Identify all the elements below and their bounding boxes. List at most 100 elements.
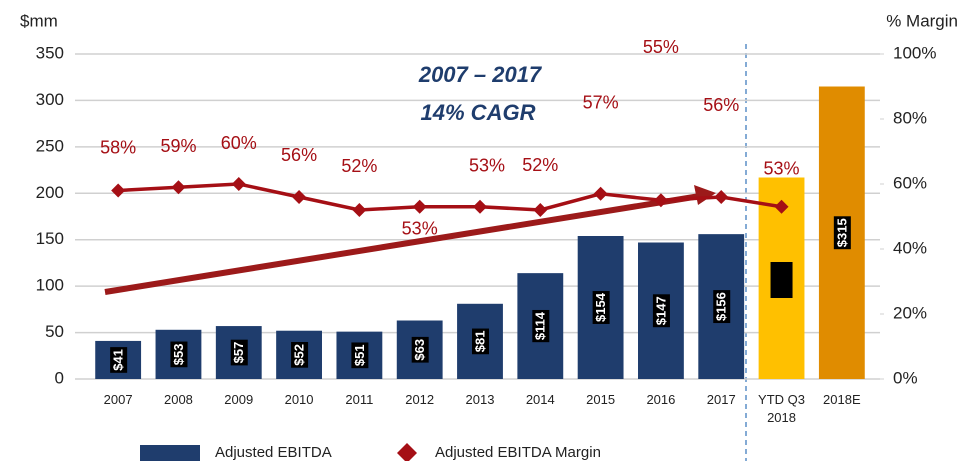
value-label: $53 bbox=[170, 341, 188, 368]
y2-tick-label: 40% bbox=[893, 238, 927, 257]
trend-arrowhead bbox=[694, 185, 716, 205]
value-label: $114 bbox=[532, 309, 550, 343]
value-label: $41 bbox=[110, 347, 128, 373]
annotation: 2007 – 2017 bbox=[418, 62, 543, 87]
y2-tick-label: 60% bbox=[893, 173, 927, 192]
x-tick-label: 2011 bbox=[345, 392, 374, 407]
value-label: $315 bbox=[833, 216, 851, 250]
x-tick-label: 2016 bbox=[646, 392, 676, 407]
y-tick-label: 50 bbox=[45, 322, 64, 341]
value-label: $51 bbox=[351, 342, 369, 369]
marker bbox=[653, 193, 668, 208]
y-axis-title: $mm bbox=[20, 11, 58, 30]
trend-arrow bbox=[104, 193, 701, 295]
value-label-bg bbox=[472, 328, 489, 355]
value-label: 52% bbox=[522, 155, 558, 175]
x-tick-label: 2008 bbox=[163, 392, 193, 407]
x-tick-label: 2014 bbox=[525, 392, 555, 407]
value-label: $52 bbox=[291, 342, 309, 368]
y2-tick-label: 20% bbox=[893, 303, 927, 322]
marker bbox=[292, 190, 307, 204]
x-tick-label: 2013 bbox=[465, 392, 495, 407]
value-label: $156 bbox=[713, 290, 731, 324]
x-tick-label: 2010 bbox=[284, 392, 314, 407]
x-tick-label: YTD Q3 2018 bbox=[758, 392, 806, 425]
annotation: 14% CAGR bbox=[421, 100, 536, 125]
y-tick-label: 350 bbox=[36, 43, 64, 62]
value-label-bg bbox=[652, 294, 670, 328]
value-label: 55% bbox=[643, 37, 679, 57]
value-label-text: $52 bbox=[292, 344, 307, 366]
value-label-bg bbox=[592, 291, 610, 324]
value-label-bg bbox=[230, 339, 248, 366]
value-label: $63 bbox=[411, 336, 429, 363]
value-label: $154 bbox=[592, 291, 610, 324]
value-label: 53% bbox=[402, 219, 438, 239]
value-label-text: $114 bbox=[533, 311, 548, 340]
y-tick-label: 150 bbox=[36, 229, 64, 248]
value-label-bg bbox=[532, 309, 550, 343]
value-label: 53% bbox=[764, 159, 800, 179]
legend-label: Adjusted EBITDA Margin bbox=[435, 444, 601, 461]
value-label-text: $57 bbox=[231, 342, 246, 364]
line bbox=[118, 182, 782, 212]
x-tick-label: 2012 bbox=[405, 392, 435, 407]
value-label: 53% bbox=[469, 156, 505, 176]
x-tick-label: 2015 bbox=[586, 392, 616, 407]
y2-tick-label: 0% bbox=[893, 368, 918, 387]
value-label-text: $41 bbox=[111, 349, 126, 371]
legend-swatch bbox=[140, 445, 200, 461]
value-label: 59% bbox=[160, 136, 196, 156]
marker bbox=[171, 180, 186, 195]
value-label: 56% bbox=[703, 95, 739, 115]
marker bbox=[714, 190, 729, 204]
marker bbox=[533, 203, 548, 217]
legend-swatch bbox=[397, 443, 417, 461]
value-label: 52% bbox=[341, 156, 377, 176]
y2-axis-title: % Margin bbox=[886, 11, 958, 30]
value-label-bg bbox=[170, 341, 188, 368]
value-label: $147 bbox=[652, 294, 670, 328]
y-tick-label: 250 bbox=[36, 136, 64, 155]
value-label: $57 bbox=[230, 339, 248, 366]
y-tick-label: 300 bbox=[36, 90, 64, 109]
x-tick-label: 2007 bbox=[103, 392, 133, 407]
y2-tick-label: 80% bbox=[893, 108, 927, 127]
value-label-bg bbox=[411, 336, 429, 363]
value-label-text: $51 bbox=[352, 344, 367, 366]
value-label: 60% bbox=[221, 133, 257, 153]
obscured-label bbox=[770, 262, 793, 298]
value-label: $81 bbox=[472, 328, 489, 355]
value-label: 57% bbox=[583, 93, 619, 113]
value-label-text: $63 bbox=[412, 339, 427, 361]
y2-tick-label: 100% bbox=[893, 43, 936, 62]
value-label-bg bbox=[291, 342, 309, 368]
marker bbox=[412, 199, 427, 214]
value-label-bg bbox=[713, 290, 731, 324]
value-label-text: $147 bbox=[653, 296, 668, 325]
value-label: 56% bbox=[281, 145, 317, 165]
marker bbox=[352, 203, 367, 217]
value-label-bg bbox=[833, 216, 851, 250]
value-label-text: $53 bbox=[171, 344, 186, 366]
value-label-text: $156 bbox=[714, 292, 729, 321]
marker bbox=[593, 186, 608, 201]
marker bbox=[111, 183, 126, 198]
marker bbox=[774, 199, 789, 214]
value-label: 58% bbox=[100, 137, 136, 157]
value-label-text: $315 bbox=[834, 218, 849, 247]
marker bbox=[473, 199, 487, 214]
x-tick-label: 2009 bbox=[224, 392, 254, 407]
value-label-text: $81 bbox=[472, 331, 487, 353]
value-label-bg bbox=[110, 347, 128, 373]
x-tick-label: 2017 bbox=[706, 392, 736, 407]
marker bbox=[231, 177, 246, 191]
y-tick-label: 100 bbox=[36, 276, 64, 295]
y-tick-label: 0 bbox=[55, 368, 64, 387]
y-tick-label: 200 bbox=[36, 183, 64, 202]
value-label-text: $154 bbox=[593, 292, 608, 322]
value-label-bg bbox=[351, 342, 369, 369]
legend-label: Adjusted EBITDA bbox=[215, 444, 332, 461]
